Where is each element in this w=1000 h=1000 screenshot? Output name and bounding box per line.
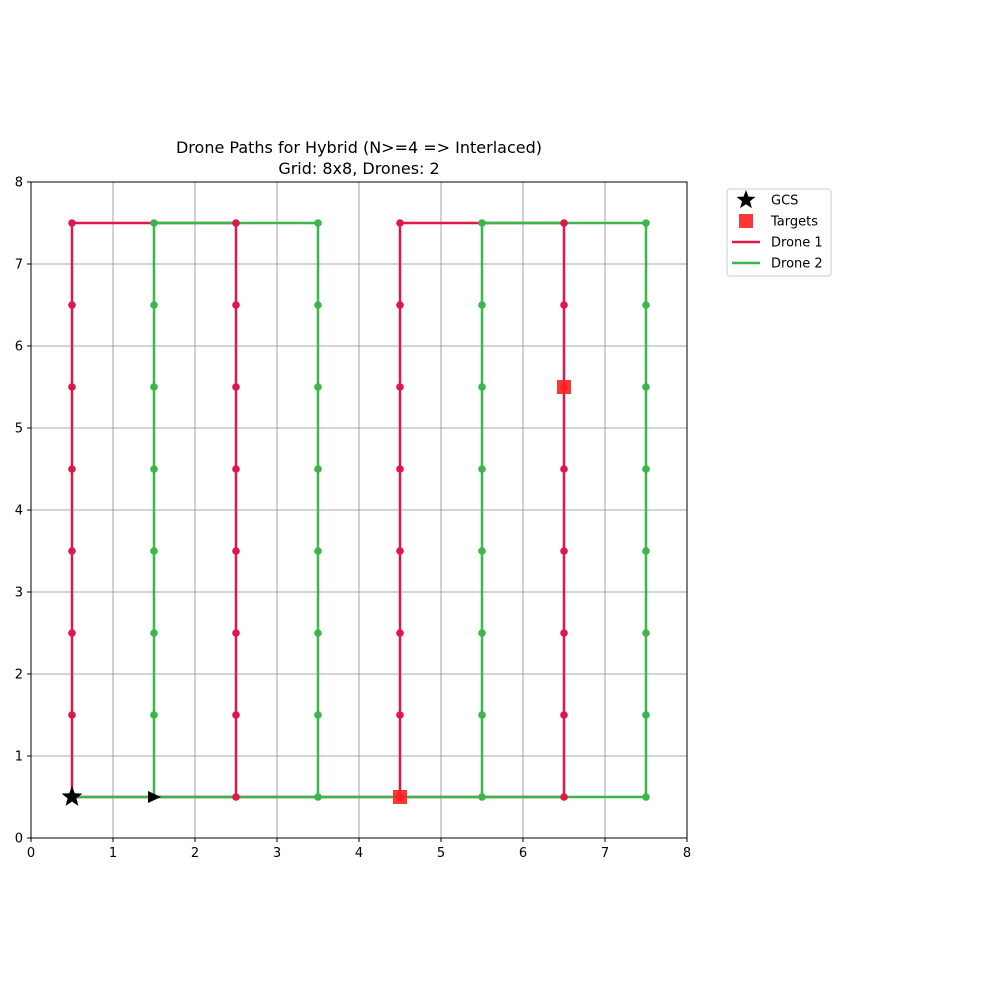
- waypoint-drone-2: [478, 547, 486, 555]
- target-marker: [393, 790, 407, 804]
- waypoint-drone-1: [396, 383, 404, 391]
- chart-title-line-1: Drone Paths for Hybrid (N>=4 => Interlac…: [176, 138, 542, 157]
- waypoint-drone-2: [642, 383, 650, 391]
- waypoint-drone-1: [560, 711, 568, 719]
- x-tick-label: 7: [601, 846, 609, 861]
- waypoint-drone-1: [68, 629, 76, 637]
- legend-label: Drone 2: [771, 257, 823, 272]
- legend-label: GCS: [771, 194, 798, 209]
- legend-label: Targets: [770, 215, 818, 230]
- x-tick-label: 4: [355, 846, 363, 861]
- y-tick-label: 3: [15, 586, 23, 601]
- waypoint-drone-2: [478, 629, 486, 637]
- waypoint-drone-1: [232, 547, 240, 555]
- plot-frame: [30, 181, 688, 839]
- waypoint-drone-1: [68, 219, 76, 227]
- waypoint-drone-1: [232, 629, 240, 637]
- waypoint-drone-2: [642, 793, 650, 801]
- waypoint-drone-1: [68, 711, 76, 719]
- waypoint-drone-1: [68, 465, 76, 473]
- waypoint-drone-2: [150, 711, 158, 719]
- waypoint-drone-1: [396, 629, 404, 637]
- waypoint-drone-2: [314, 301, 322, 309]
- direction-marker: [148, 791, 161, 803]
- waypoint-drone-1: [396, 301, 404, 309]
- waypoint-drone-1: [560, 629, 568, 637]
- waypoint-drone-2: [478, 301, 486, 309]
- waypoint-drone-2: [642, 547, 650, 555]
- waypoint-drone-2: [478, 793, 486, 801]
- grid-lines: [30, 181, 688, 839]
- y-tick-label: 1: [15, 750, 23, 765]
- y-tick-label: 0: [15, 832, 23, 847]
- waypoint-drone-2: [642, 711, 650, 719]
- y-tick-label: 2: [15, 668, 23, 683]
- chart-title-line-2: Grid: 8x8, Drones: 2: [278, 159, 439, 178]
- waypoint-drone-1: [560, 793, 568, 801]
- waypoint-drone-1: [68, 301, 76, 309]
- legend-gcs-star-icon: [736, 190, 756, 209]
- waypoint-drone-1: [560, 219, 568, 227]
- waypoint-drone-2: [478, 465, 486, 473]
- waypoint-drone-2: [314, 383, 322, 391]
- legend-target-square-icon: [739, 214, 753, 228]
- waypoint-drone-1: [232, 219, 240, 227]
- waypoint-drone-2: [314, 465, 322, 473]
- waypoint-drone-1: [560, 465, 568, 473]
- y-tick-label: 5: [15, 422, 23, 437]
- waypoint-drone-1: [560, 301, 568, 309]
- gcs-marker: [61, 786, 83, 806]
- waypoint-drone-2: [150, 383, 158, 391]
- x-tick-label: 8: [683, 846, 691, 861]
- y-tick-label: 4: [15, 504, 23, 519]
- waypoint-drone-2: [150, 547, 158, 555]
- y-tick-label: 7: [15, 258, 23, 273]
- x-tick-label: 0: [27, 846, 35, 861]
- x-tick-label: 5: [437, 846, 445, 861]
- waypoint-drone-2: [642, 219, 650, 227]
- waypoint-drone-2: [478, 383, 486, 391]
- waypoint-drone-2: [314, 629, 322, 637]
- waypoint-drone-1: [68, 383, 76, 391]
- waypoint-drone-2: [150, 219, 158, 227]
- waypoint-drone-1: [396, 465, 404, 473]
- waypoint-drone-1: [396, 711, 404, 719]
- waypoint-drone-2: [314, 793, 322, 801]
- waypoint-drone-2: [314, 219, 322, 227]
- waypoint-drone-2: [150, 629, 158, 637]
- waypoint-drone-1: [68, 547, 76, 555]
- waypoint-drone-1: [232, 465, 240, 473]
- waypoint-drone-1: [232, 793, 240, 801]
- waypoint-drone-2: [642, 465, 650, 473]
- legend: GCS Targets Drone 1 Drone 2: [726, 188, 832, 277]
- x-tick-label: 3: [273, 846, 281, 861]
- waypoint-drone-2: [150, 301, 158, 309]
- waypoint-drone-1: [232, 301, 240, 309]
- waypoint-drone-1: [232, 383, 240, 391]
- waypoint-drone-2: [642, 301, 650, 309]
- x-tick-label: 2: [191, 846, 199, 861]
- waypoint-drone-2: [478, 219, 486, 227]
- target-marker: [557, 380, 571, 394]
- waypoint-drone-1: [560, 547, 568, 555]
- legend-label: Drone 1: [771, 236, 823, 251]
- special-markers: [61, 380, 571, 806]
- x-tick-label: 1: [109, 846, 117, 861]
- waypoint-drone-2: [314, 547, 322, 555]
- x-tick-label: 6: [519, 846, 527, 861]
- axis-ticks: 0 1 2 3 4 5 6 7 8 0 1 2 3 4 5 6 7 8: [15, 176, 691, 862]
- waypoint-drone-2: [642, 629, 650, 637]
- waypoint-drone-2: [314, 711, 322, 719]
- y-tick-label: 8: [15, 176, 23, 191]
- waypoint-drone-2: [478, 711, 486, 719]
- waypoint-drone-1: [396, 547, 404, 555]
- waypoint-drone-1: [232, 711, 240, 719]
- y-tick-label: 6: [15, 340, 23, 355]
- legend-box: [726, 188, 832, 277]
- waypoint-drone-2: [150, 465, 158, 473]
- waypoint-drone-1: [396, 219, 404, 227]
